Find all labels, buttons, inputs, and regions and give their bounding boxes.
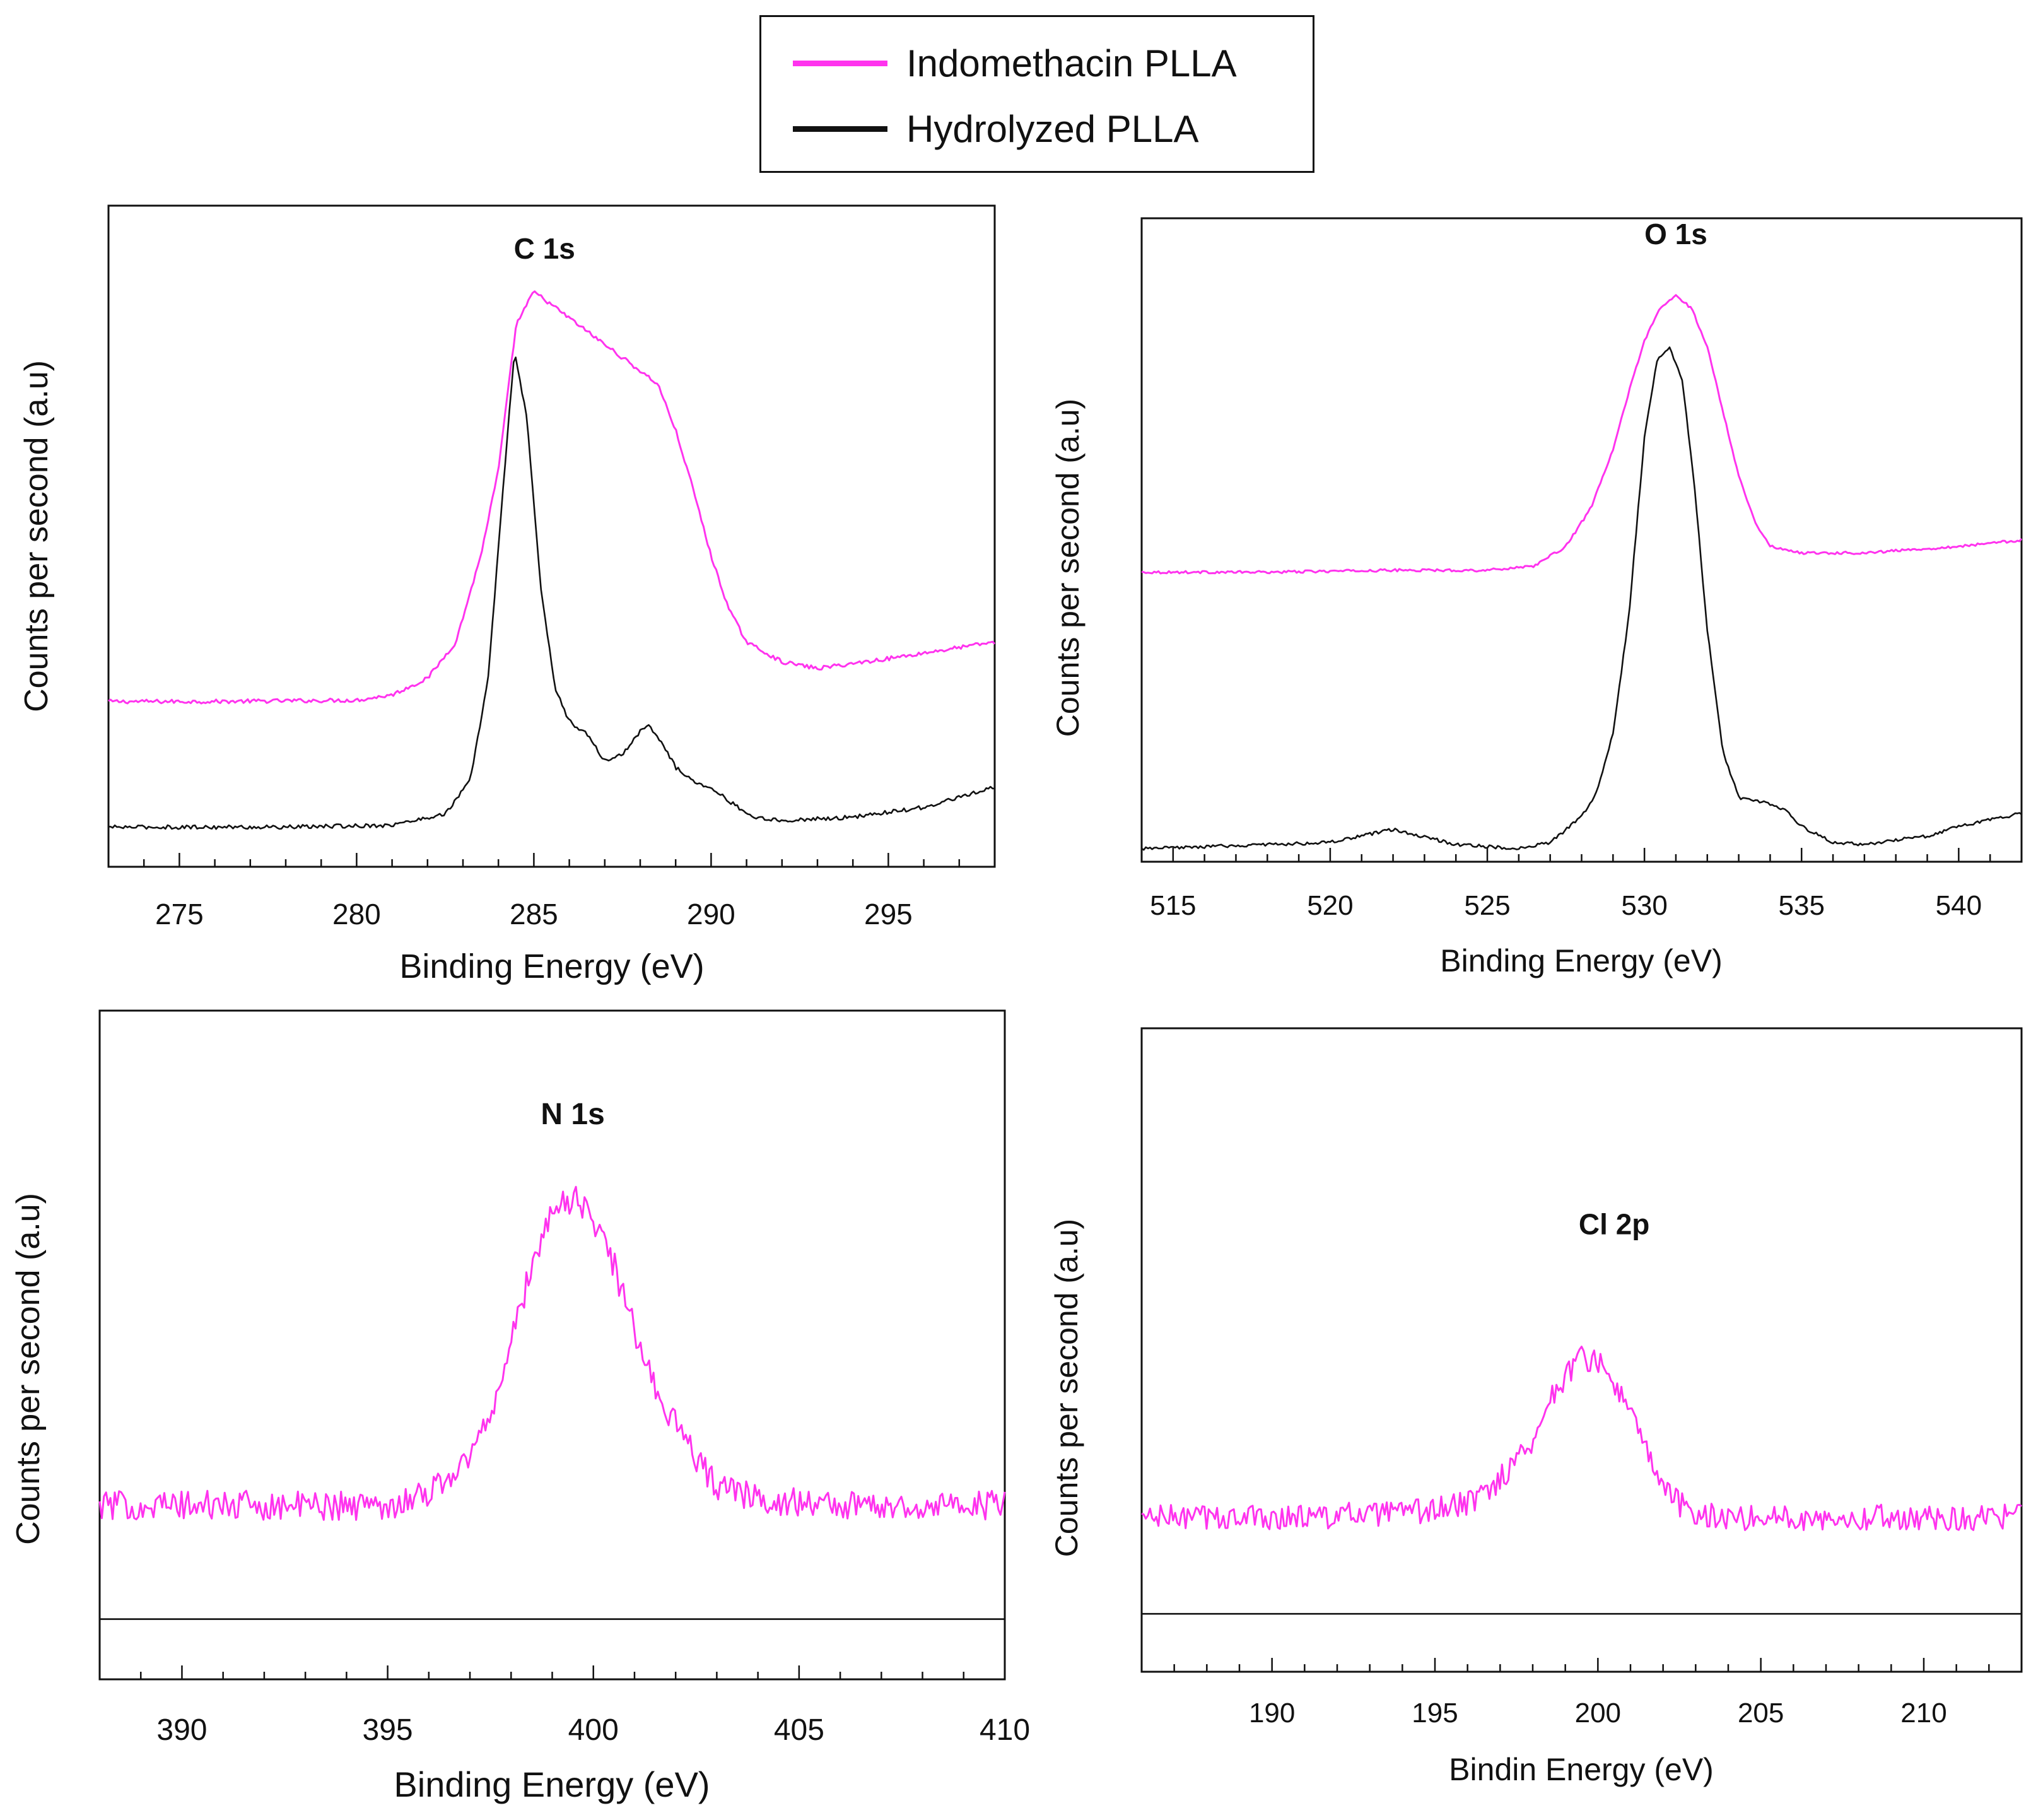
cl2p-y-axis-label: Counts per second (a.u) [1049, 1219, 1084, 1557]
cl2p-x-tick-label: 210 [1900, 1698, 1946, 1729]
cl2p-x-tick-label: 205 [1738, 1698, 1784, 1729]
cl2p-title: Cl 2p [1579, 1207, 1649, 1240]
c1s-x-axis-label: Binding Energy (eV) [399, 948, 704, 985]
legend: Indomethacin PLLA Hydrolyzed PLLA [759, 15, 1314, 173]
o1s-x-tick-label: 530 [1621, 890, 1667, 921]
o1s-series-hydrolyzed [1141, 346, 2022, 851]
o1s-x-tick-label: 515 [1150, 890, 1196, 921]
c1s-title: C 1s [514, 232, 575, 265]
c1s-plot-frame [107, 204, 996, 868]
c1s-x-tick-label: 290 [687, 898, 735, 931]
legend-label-hydrolyzed: Hydrolyzed PLLA [906, 107, 1199, 150]
n1s-series-indomethacin [98, 1185, 1006, 1521]
o1s-chart: 515 520 525 530 535 540 O 1s Binding Energy (… [1050, 217, 2023, 978]
legend-swatch-hydrolyzed [793, 126, 887, 132]
o1s-title: O 1s [1644, 218, 1707, 250]
cl2p-x-tick-label: 195 [1412, 1698, 1458, 1729]
n1s-title: N 1s [541, 1098, 604, 1131]
c1s-y-axis-label: Counts per second (a.u) [18, 360, 55, 712]
o1s-x-tick-label: 520 [1307, 890, 1353, 921]
o1s-y-axis-label: Counts per second (a.u) [1050, 399, 1086, 737]
c1s-chart: 275 280 285 290 295 C 1s Binding Energy (eV)… [18, 204, 996, 985]
cl2p-chart: 190 195 200 205 210 Cl 2p Bindin Energy (eV)… [1049, 1027, 2023, 1787]
n1s-x-tick-label: 395 [363, 1713, 413, 1747]
n1s-x-tick-label: 410 [980, 1713, 1030, 1747]
legend-entry-indomethacin: Indomethacin PLLA [793, 28, 1237, 98]
cl2p-x-tick-label: 190 [1249, 1698, 1295, 1729]
c1s-x-tick-label: 275 [155, 898, 204, 931]
o1s-chart-panel: 515 520 525 530 535 540 O 1s Binding Energy (… [1009, 196, 2031, 1016]
n1s-x-axis-label: Binding Energy (eV) [394, 1764, 710, 1804]
cl2p-plot-frame [1140, 1027, 2023, 1673]
n1s-chart: 390 395 400 405 410 N 1s Binding Energy (eV)… [10, 1009, 1030, 1804]
o1s-x-tick-label: 540 [1936, 890, 1982, 921]
cl2p-series-indomethacin [1141, 1346, 2022, 1531]
n1s-x-tick-label: 400 [568, 1713, 619, 1747]
n1s-y-axis-label: Counts per second (a.u) [10, 1193, 47, 1545]
cl2p-x-axis-label: Bindin Energy (eV) [1449, 1752, 1714, 1787]
cl2p-x-tick-label: 200 [1575, 1698, 1621, 1729]
c1s-x-tick-label: 280 [332, 898, 381, 931]
o1s-x-axis-label: Binding Energy (eV) [1440, 943, 1722, 978]
c1s-series-hydrolyzed [108, 356, 995, 830]
legend-label-indomethacin: Indomethacin PLLA [906, 42, 1237, 85]
legend-swatch-indomethacin [793, 60, 887, 66]
c1s-chart-panel: 275 280 285 290 295 C 1s Binding Energy (eV)… [0, 196, 1009, 1016]
o1s-x-tick-label: 525 [1464, 890, 1510, 921]
legend-entry-hydrolyzed: Hydrolyzed PLLA [793, 94, 1199, 163]
c1s-series-indomethacin [108, 290, 996, 705]
c1s-x-tick-label: 295 [864, 898, 913, 931]
n1s-chart-panel: 390 395 400 405 410 N 1s Binding Energy (eV)… [0, 997, 1047, 1817]
n1s-x-tick-label: 405 [774, 1713, 824, 1747]
c1s-x-tick-label: 285 [510, 898, 558, 931]
n1s-x-tick-label: 390 [156, 1713, 207, 1747]
o1s-x-tick-label: 535 [1779, 890, 1825, 921]
cl2p-chart-panel: 190 195 200 205 210 Cl 2p Bindin Energy (eV)… [1009, 997, 2031, 1817]
o1s-series-indomethacin [1141, 294, 2023, 575]
o1s-plot-frame [1140, 217, 2023, 863]
